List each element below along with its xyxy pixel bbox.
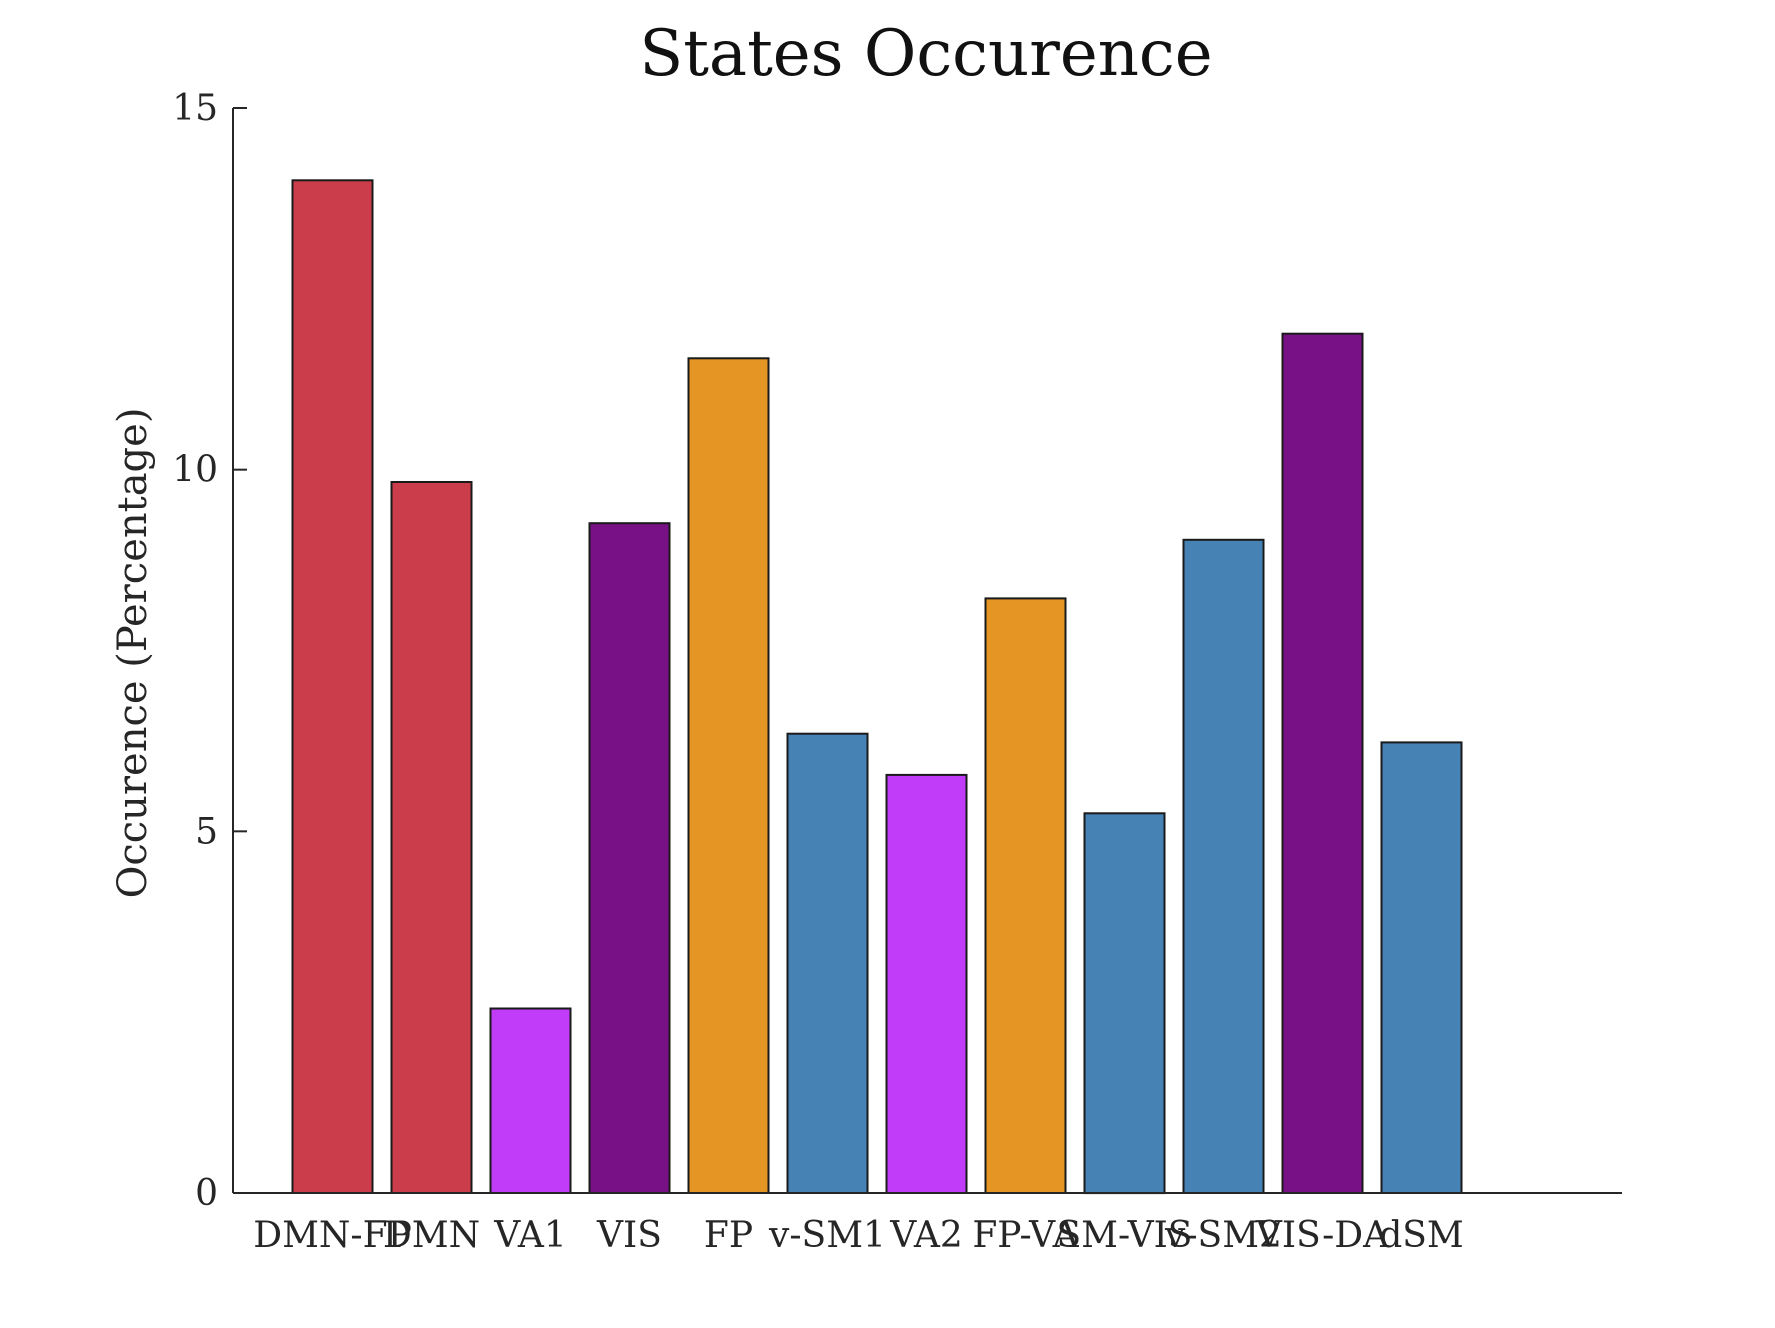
y-tick-label: 15 <box>172 88 218 129</box>
y-tick-label: 10 <box>172 450 218 491</box>
y-axis-label: Occurence (Percentage) <box>110 408 156 899</box>
chart-title: States Occurence <box>639 17 1212 91</box>
bars-layer <box>291 179 1463 1195</box>
bar-fp-va <box>984 597 1067 1194</box>
bar-dmn-fp <box>291 179 374 1195</box>
x-tick-label: VIS <box>596 1215 662 1256</box>
bar-sm-vis <box>1083 812 1166 1195</box>
x-tick-label: DMN <box>383 1215 480 1256</box>
x-tick-label: v-SM2 <box>1164 1215 1282 1256</box>
x-tick-label: FP <box>704 1215 753 1256</box>
x-tick-label: VA2 <box>889 1215 962 1256</box>
x-tick-label: dSM <box>1379 1215 1464 1256</box>
bar-fp <box>687 357 770 1194</box>
x-tick-label: FP-VA <box>972 1215 1079 1256</box>
bar-va2 <box>885 773 968 1195</box>
y-tick-label: 0 <box>195 1173 218 1214</box>
bar-vis <box>588 522 671 1194</box>
x-tick-label: v-SM1 <box>768 1215 886 1256</box>
x-tick-label: VIS-DA <box>1255 1215 1390 1256</box>
bar-v-sm1 <box>786 732 869 1194</box>
x-tick-label: SM-VIS <box>1057 1215 1193 1256</box>
y-ticks: 0 5 10 15 <box>172 88 247 1214</box>
bar-v-sm2 <box>1182 538 1265 1194</box>
x-tick-label: DMN-FP <box>253 1215 412 1256</box>
bar-dsm <box>1380 741 1463 1195</box>
y-tick-label: 5 <box>195 811 218 852</box>
x-tick-label: VA1 <box>493 1215 566 1256</box>
bar-dmn <box>390 481 473 1194</box>
bar-vis-da <box>1281 332 1364 1194</box>
bar-va1 <box>489 1007 572 1194</box>
